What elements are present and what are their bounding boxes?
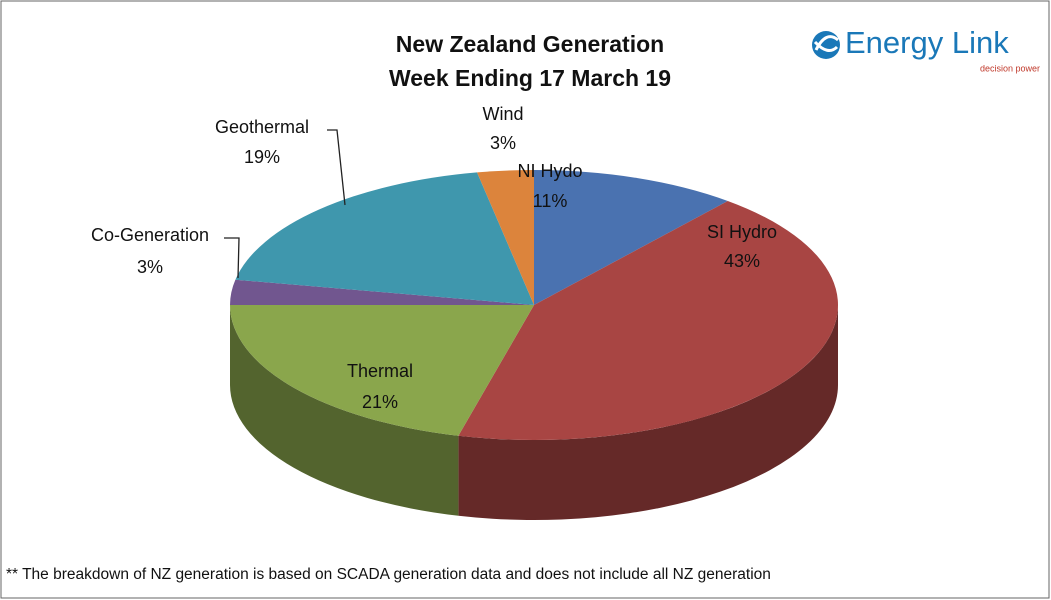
pie-slice [477,170,534,305]
logo-tagline: decision power [980,63,1040,73]
logo: Energy Link decision power [812,25,1040,73]
slice-label: Wind [482,104,523,124]
slice-value-label: 3% [137,257,163,277]
slice-value-label: 43% [724,251,760,271]
footnote: ** The breakdown of NZ generation is bas… [6,566,771,583]
slice-label: NI Hydo [517,161,582,181]
slice-value-label: 21% [362,392,398,412]
leader-line [327,129,346,206]
pie-slice [230,305,534,436]
slice-value-label: 19% [244,147,280,167]
slice-value-label: 3% [490,133,516,153]
logo-swirl [813,35,839,53]
chart-title: New Zealand Generation [396,31,664,57]
pie-slice [458,200,838,440]
pie [230,170,838,520]
pie-slice [534,170,728,305]
pie-slice [235,172,534,305]
logo-name: Energy Link [845,25,1009,60]
chart-subtitle: Week Ending 17 March 19 [389,65,671,91]
pie-slice-side [458,305,838,520]
slice-label: Thermal [347,361,413,381]
slice-label: SI Hydro [707,222,777,242]
pie-slice [230,279,534,305]
leader-line [224,237,240,279]
pie-slice-side [230,305,459,516]
slice-label: Geothermal [215,117,309,137]
slice-label: Co-Generation [91,225,209,245]
slice-value-label: 11% [533,191,568,211]
